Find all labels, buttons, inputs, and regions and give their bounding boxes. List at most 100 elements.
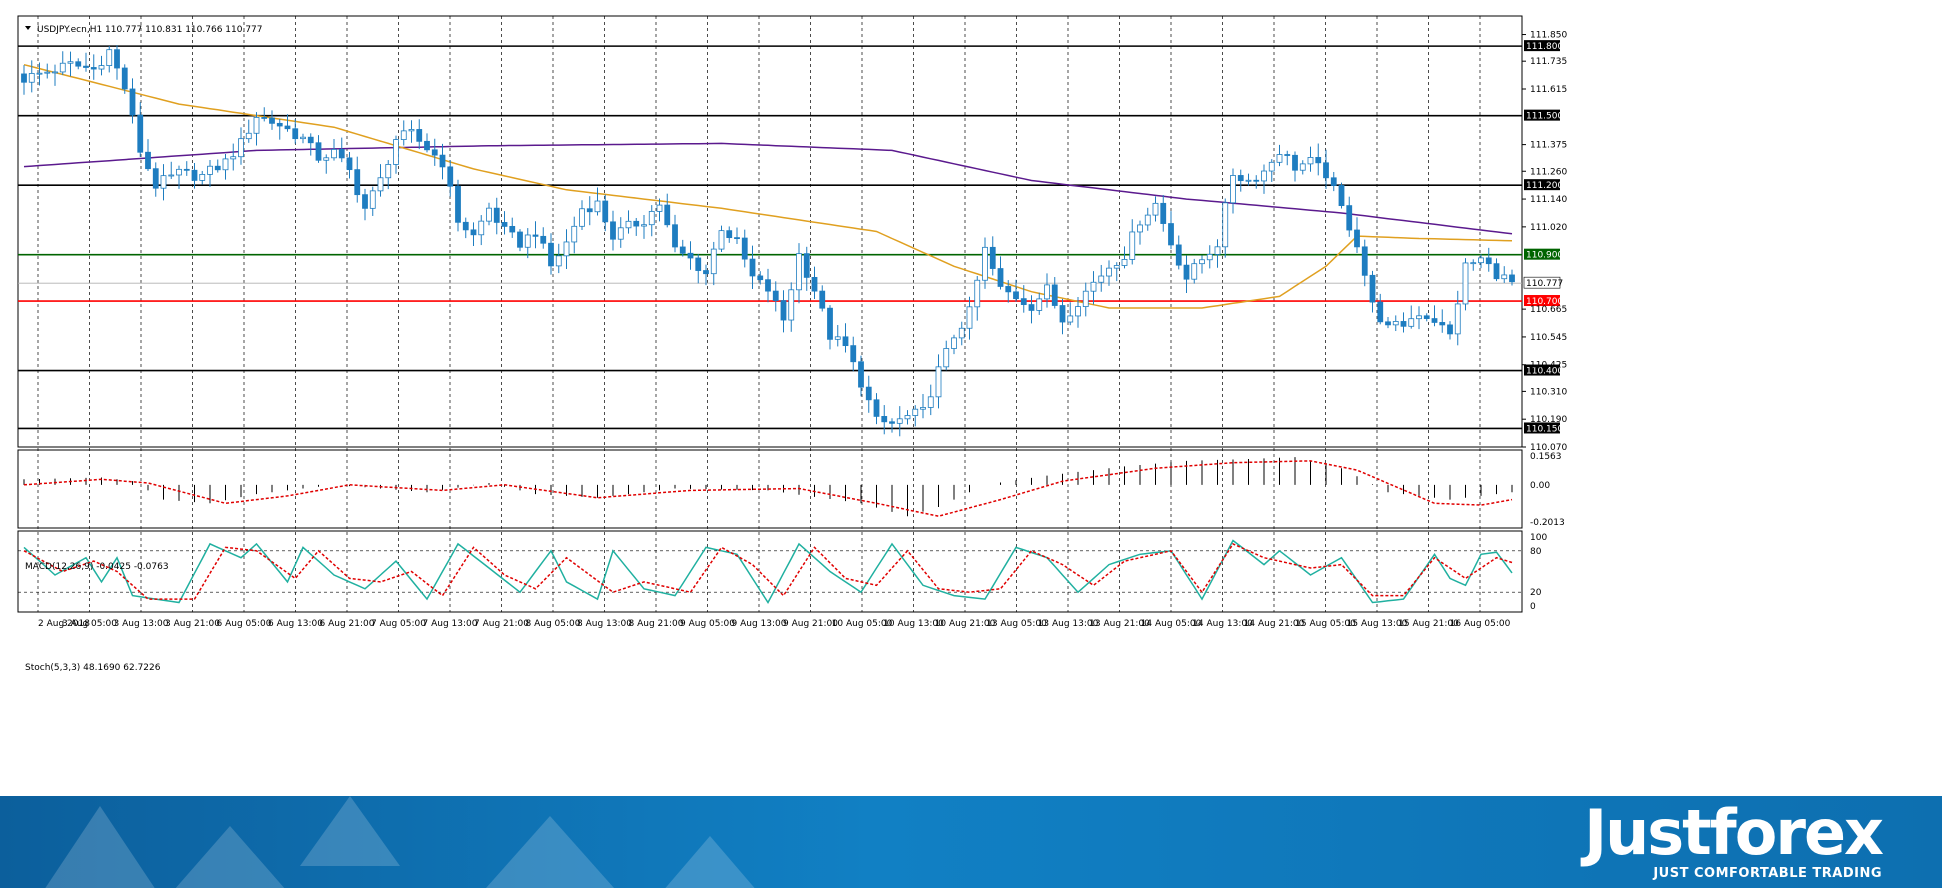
- x-tick-label: 15 Aug 13:00: [1347, 619, 1408, 629]
- candle-body: [633, 220, 640, 227]
- level-label: 110.900: [1526, 251, 1563, 261]
- macd-y-tick-label: -0.2013: [1530, 518, 1565, 528]
- candle-body: [563, 241, 570, 257]
- candle-body: [532, 234, 539, 237]
- candle-body: [1152, 202, 1159, 216]
- candle-body: [1361, 246, 1368, 276]
- candle-body: [83, 65, 89, 68]
- x-tick-label: 8 Aug 13:00: [577, 619, 632, 629]
- candle-body: [478, 220, 485, 236]
- candle-body: [408, 129, 415, 132]
- candle-body: [1206, 253, 1213, 261]
- candle-body: [284, 125, 291, 130]
- candle-body: [253, 117, 260, 134]
- candle-body: [803, 253, 810, 278]
- symbol-dropdown-arrow[interactable]: [25, 26, 31, 30]
- ma-slow-line: [23, 142, 1513, 235]
- level-label-box: [1524, 109, 1560, 121]
- candle-body: [997, 268, 1004, 287]
- candle-body: [1268, 161, 1275, 172]
- candle-body: [1447, 324, 1453, 335]
- candle-body: [176, 168, 182, 176]
- candle-body: [1214, 246, 1221, 255]
- candle-body: [958, 327, 965, 339]
- candle-body: [726, 230, 733, 239]
- candle-body: [1175, 244, 1182, 266]
- candle-body: [1377, 301, 1384, 323]
- candle-body: [710, 248, 717, 275]
- candle-body: [1454, 303, 1461, 335]
- candle-body: [36, 72, 43, 75]
- candle-body: [1005, 286, 1012, 293]
- candle-body: [1106, 267, 1112, 277]
- stochastic-panel-frame: [17, 530, 1523, 613]
- candle-body: [1261, 170, 1267, 182]
- candle-body: [1059, 305, 1066, 323]
- candle-body: [439, 154, 446, 168]
- candle-body: [501, 222, 508, 227]
- y-tick-label: 110.425: [1530, 361, 1567, 371]
- candle-body: [1191, 263, 1198, 280]
- candle-body: [292, 128, 299, 140]
- candle-body: [1369, 274, 1376, 303]
- candle-body: [199, 174, 206, 181]
- candle-body: [827, 307, 833, 340]
- candle-body: [1098, 275, 1105, 283]
- y-tick-label: 111.375: [1530, 141, 1567, 151]
- candle-body: [114, 49, 120, 69]
- y-tick-label: 111.020: [1530, 223, 1567, 233]
- stochastic-y-tick-label: 100: [1530, 533, 1547, 543]
- candle-body: [400, 130, 407, 140]
- candle-body: [1478, 257, 1484, 264]
- candle-body: [664, 204, 671, 226]
- candle-body: [455, 185, 461, 223]
- y-tick-label: 111.615: [1530, 85, 1567, 95]
- candle-body: [269, 117, 275, 124]
- candle-body: [1144, 214, 1151, 226]
- candle-body: [424, 140, 430, 151]
- candle-body: [1199, 259, 1205, 265]
- candle-body: [261, 117, 268, 119]
- y-tick-label: 110.665: [1530, 305, 1567, 315]
- current-price-box: [1523, 276, 1561, 289]
- y-tick-label: 110.070: [1530, 443, 1567, 453]
- stochastic-main-line: [23, 539, 1513, 604]
- candle-body: [904, 415, 911, 420]
- candle-body: [486, 207, 492, 222]
- candle-body: [1113, 265, 1120, 269]
- candle-body: [207, 165, 213, 175]
- candle-body: [1330, 177, 1337, 186]
- y-tick-label: 110.545: [1530, 333, 1567, 343]
- level-label-box: [1524, 295, 1560, 307]
- macd-signal-line: [23, 460, 1513, 517]
- x-tick-label: 14 Aug 21:00: [1244, 619, 1305, 629]
- candle-body: [672, 224, 678, 248]
- candle-body: [1423, 315, 1430, 319]
- candle-body: [834, 336, 841, 340]
- x-tick-label: 9 Aug 13:00: [732, 619, 787, 629]
- candle-body: [362, 194, 368, 209]
- candle-body: [927, 396, 934, 408]
- candle-body: [1509, 274, 1515, 283]
- candle-body: [920, 407, 926, 410]
- candle-body: [331, 149, 337, 159]
- candle-body: [1067, 315, 1074, 323]
- candle-body: [1245, 179, 1252, 182]
- chart-background: [0, 0, 1942, 796]
- level-label-box: [1524, 422, 1560, 434]
- candle-body: [718, 230, 725, 250]
- candle-body: [315, 142, 322, 161]
- candle-body: [447, 166, 454, 187]
- candle-body: [1020, 298, 1027, 305]
- candle-body: [1408, 318, 1415, 327]
- candle-body: [393, 139, 399, 165]
- candle-body: [1315, 157, 1322, 164]
- macd-panel-frame: [17, 449, 1523, 529]
- candle-body: [695, 257, 702, 271]
- x-tick-label: 8 Aug 05:00: [526, 619, 581, 629]
- candle-body: [842, 336, 849, 347]
- candle-body: [555, 255, 562, 267]
- candle-body: [772, 290, 779, 301]
- candle-body: [21, 73, 27, 83]
- x-tick-label: 7 Aug 05:00: [371, 619, 426, 629]
